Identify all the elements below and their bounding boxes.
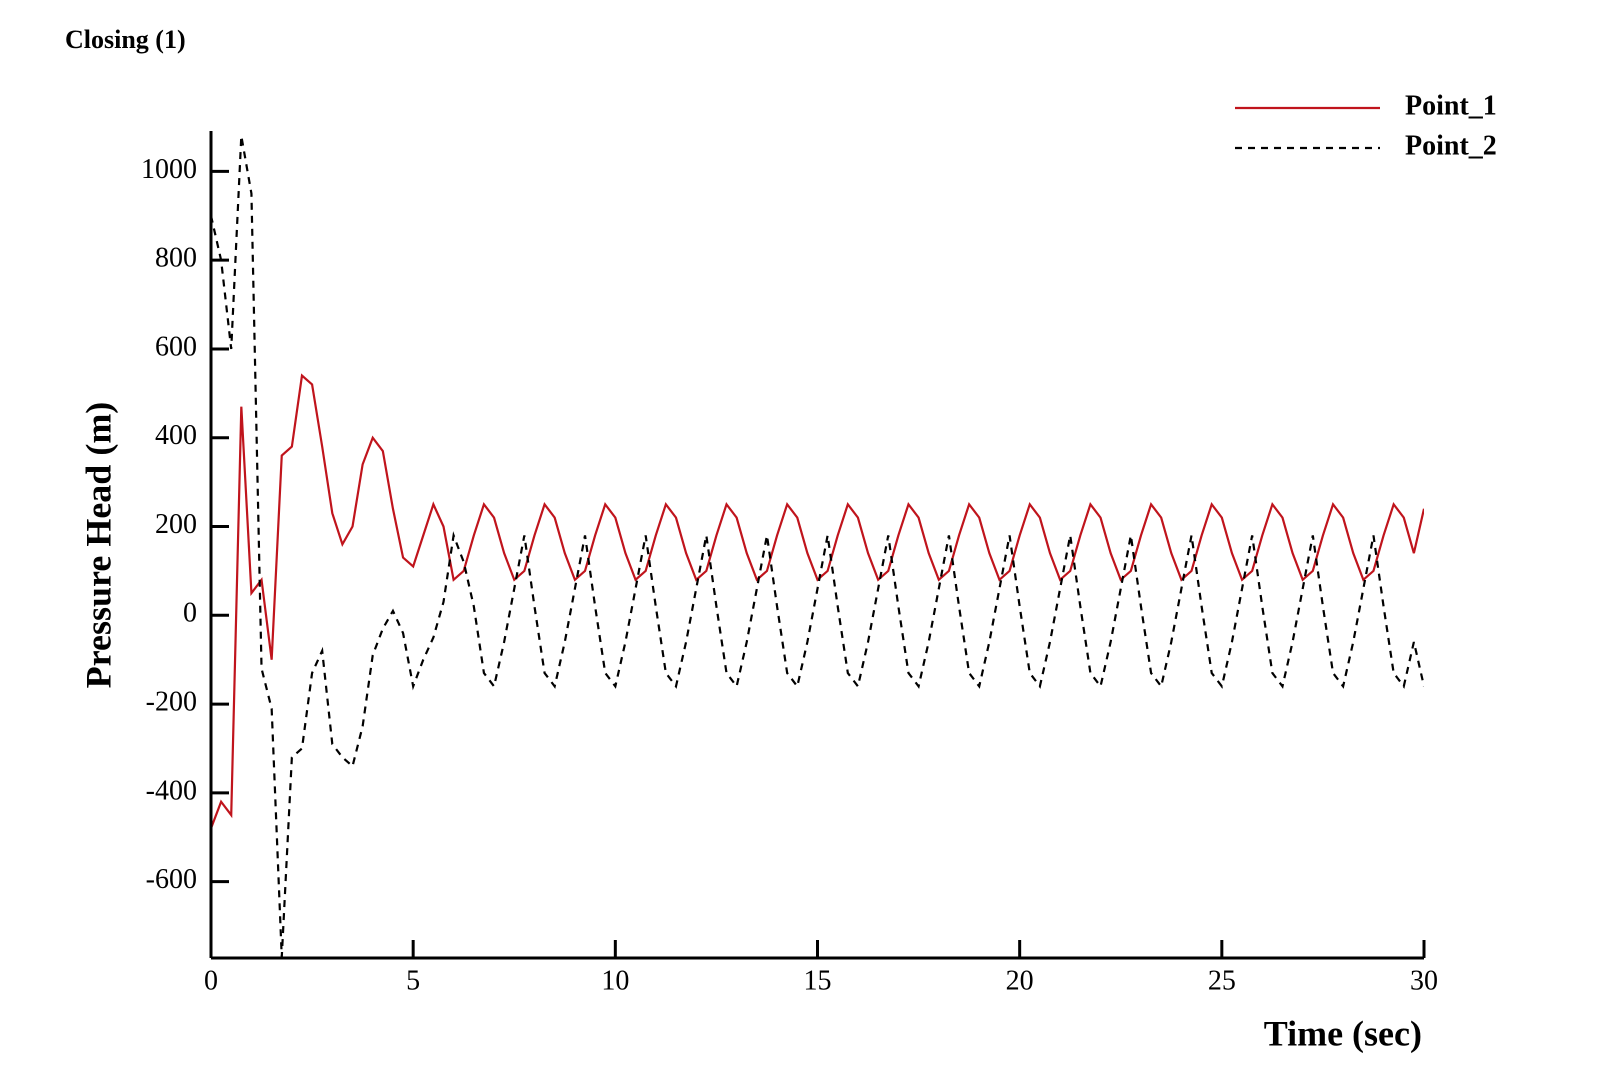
x-tick-label: 25 (1208, 965, 1236, 996)
x-axis-label: Time (sec) (1264, 1013, 1422, 1053)
y-tick-label: 200 (155, 509, 197, 540)
y-tick-label: -600 (146, 864, 197, 895)
y-tick-label: 600 (155, 331, 197, 362)
series-line (211, 135, 1424, 958)
y-axis-label: Pressure Head (m) (78, 402, 118, 689)
series-line (211, 373, 1424, 829)
x-tick-label: 0 (204, 965, 218, 996)
legend-label: Point_1 (1405, 90, 1497, 121)
y-tick-label: 1000 (141, 154, 197, 185)
legend-label: Point_2 (1405, 130, 1497, 161)
x-tick-label: 30 (1410, 965, 1438, 996)
x-tick-label: 5 (406, 965, 420, 996)
y-tick-label: -400 (146, 775, 197, 806)
x-tick-label: 20 (1006, 965, 1034, 996)
x-tick-label: 10 (601, 965, 629, 996)
plot-area (211, 135, 1424, 958)
y-tick-label: -200 (146, 687, 197, 718)
y-tick-label: 800 (155, 243, 197, 274)
x-tick-label: 15 (804, 965, 832, 996)
y-tick-label: 400 (155, 420, 197, 451)
y-tick-label: 0 (183, 598, 197, 629)
chart-title: Closing (1) (65, 25, 186, 54)
